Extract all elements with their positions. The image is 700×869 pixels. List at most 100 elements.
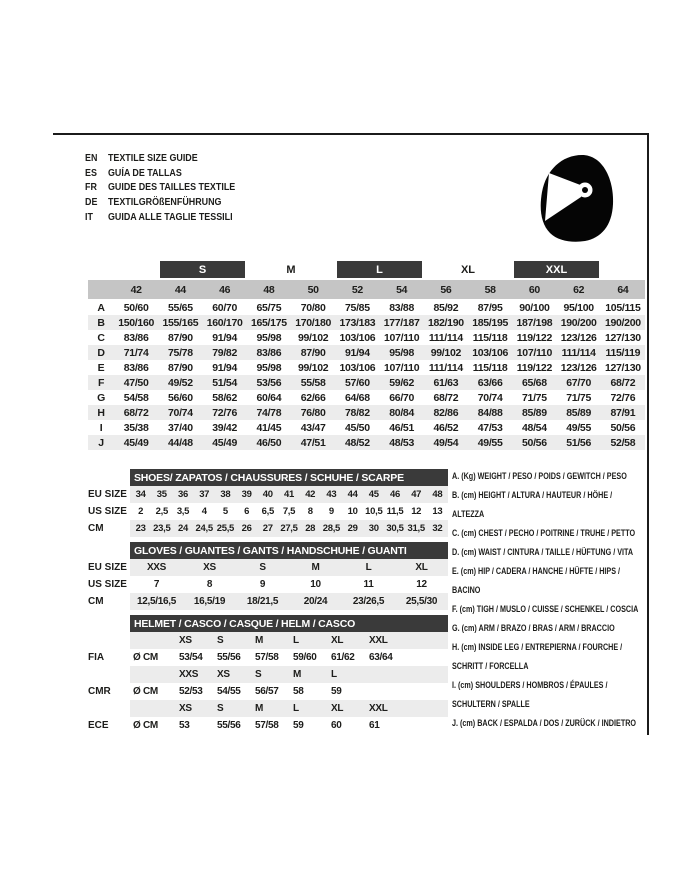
gloves_table-content: GLOVES / GUANTES / GANTS / HANDSCHUHE / … bbox=[130, 542, 448, 610]
value-cell: 2,5 bbox=[155, 506, 169, 517]
guide-title: TEXTILE SIZE GUIDE bbox=[107, 152, 198, 165]
measure-cell: 68/72 bbox=[610, 376, 636, 389]
row-letter: I bbox=[99, 421, 103, 434]
measure-cell: 75/85 bbox=[344, 301, 370, 314]
value-cell: 29 bbox=[347, 523, 358, 534]
measure-cell: 46/50 bbox=[256, 436, 282, 449]
measure-cell: 170/180 bbox=[295, 316, 332, 329]
value-cell: 39 bbox=[241, 489, 252, 500]
guide-title: TEXTILGRÖßENFÜHRUNG bbox=[107, 196, 222, 209]
table-row: 12,5/16,5 16,5/19 18/21,5 20/24 23/26,5 25,5/… bbox=[130, 593, 448, 610]
measure-cell: 119/122 bbox=[516, 331, 553, 344]
measure-cell: 59/62 bbox=[389, 376, 415, 389]
row-letter: J bbox=[98, 436, 104, 449]
value-cell: 41 bbox=[284, 489, 294, 500]
measure-cell: 45/50 bbox=[344, 421, 370, 434]
size-header-cell: S bbox=[217, 703, 224, 714]
measure-cell: 48/53 bbox=[389, 436, 415, 449]
value-cell: 59 bbox=[293, 720, 304, 731]
measure-cell: 105/115 bbox=[605, 301, 641, 314]
row-letter: E bbox=[97, 361, 105, 374]
measure-cell: 48/54 bbox=[521, 421, 547, 434]
value-cell: 12,5/16,5 bbox=[136, 596, 176, 607]
measure-cell: 87/90 bbox=[167, 361, 193, 374]
language-code: FR bbox=[85, 181, 97, 194]
value-cell: 23,5 bbox=[153, 523, 171, 534]
measure-cell: 99/102 bbox=[297, 361, 329, 374]
table-title: GLOVES / GUANTES / GANTS / HANDSCHUHE / … bbox=[130, 542, 448, 559]
row-label: US SIZE bbox=[88, 579, 127, 590]
value-cell: M bbox=[311, 562, 320, 573]
measure-cell: 39/42 bbox=[212, 421, 238, 434]
measure-cell: 47/53 bbox=[477, 421, 503, 434]
size-band-l: L bbox=[337, 261, 422, 278]
measure-cell: 123/126 bbox=[560, 361, 597, 374]
measure-cell: 55/58 bbox=[300, 376, 326, 389]
measure-cell: 50/56 bbox=[610, 421, 636, 434]
measure-cell: 155/165 bbox=[162, 316, 199, 329]
size-header-cell: M bbox=[255, 635, 264, 646]
measure-cell: 50/56 bbox=[521, 436, 547, 449]
size-band-s: S bbox=[160, 261, 245, 278]
language-row: IT GUIDA ALLE TAGLIE TESSILI bbox=[85, 209, 235, 224]
label-spacer bbox=[88, 542, 130, 559]
measure-cell: 60/70 bbox=[212, 301, 238, 314]
helmet-icon bbox=[540, 155, 614, 242]
measure-cell: 85/89 bbox=[521, 406, 547, 419]
table-title: HELMET / CASCO / CASQUE / HELM / CASCO bbox=[130, 615, 448, 632]
value-cell: 11,5 bbox=[386, 506, 404, 517]
measure-cell: 83/86 bbox=[123, 331, 149, 344]
size-header-cell: S bbox=[217, 635, 224, 646]
value-cell: 9 bbox=[259, 579, 266, 590]
language-row: DE TEXTILGRÖßENFÜHRUNG bbox=[85, 195, 235, 210]
value-cell: 16,5/19 bbox=[193, 596, 226, 607]
value-cell: 48 bbox=[432, 489, 443, 500]
measurement-legend: A. (Kg) WEIGHT / PESO / POIDS / GEWITCH … bbox=[452, 467, 646, 733]
value-cell: 6,5 bbox=[261, 506, 275, 517]
value-cell: 61 bbox=[369, 720, 380, 731]
value-cell: 59/60 bbox=[293, 652, 317, 663]
value-cell: 60 bbox=[331, 720, 342, 731]
row-letter: G bbox=[97, 391, 105, 404]
value-cell: 38 bbox=[220, 489, 231, 500]
size-header-cell: 50 bbox=[307, 283, 319, 296]
measure-cell: 47/50 bbox=[123, 376, 149, 389]
value-cell: 56/57 bbox=[255, 686, 279, 697]
size-header-cell: XXL bbox=[369, 635, 388, 646]
legend-item: D. (cm) WAIST / CINTURA / TAILLE / HÜFTU… bbox=[452, 547, 634, 557]
size-band-row: S M L XL XXL bbox=[88, 261, 645, 278]
measure-cell: 107/110 bbox=[383, 331, 420, 344]
row-letter: F bbox=[97, 376, 105, 389]
helmet_table-content: HELMET / CASCO / CASQUE / HELM / CASCO XS… bbox=[130, 615, 448, 734]
size-header-cell: L bbox=[293, 703, 299, 714]
measure-cell: 70/74 bbox=[477, 391, 503, 404]
measure-cell: 103/106 bbox=[339, 331, 376, 344]
value-cell: 58 bbox=[293, 686, 304, 697]
helmet-value-row: Ø CM 52/53 54/55 56/57 58 59 bbox=[130, 683, 448, 700]
size-header-cell: 52 bbox=[351, 283, 363, 296]
size-header-cell: XS bbox=[179, 635, 192, 646]
measure-cell: 48/52 bbox=[344, 436, 370, 449]
measure-cell: 90/100 bbox=[519, 301, 550, 314]
guide-title: GUIDA ALLE TAGLIE TESSILI bbox=[107, 210, 233, 223]
value-cell: 6 bbox=[244, 506, 250, 517]
shoes_table-row-labels: EU SIZE US SIZE CM bbox=[88, 469, 130, 537]
row-letter: D bbox=[97, 346, 105, 359]
measure-cell: 49/52 bbox=[167, 376, 193, 389]
size-header-cell: XL bbox=[331, 703, 344, 714]
measure-cell: 51/54 bbox=[212, 376, 238, 389]
value-cell: 61/62 bbox=[331, 652, 355, 663]
measure-cell: 45/49 bbox=[123, 436, 149, 449]
value-cell: 53/54 bbox=[179, 652, 203, 663]
size-header-cell: 64 bbox=[617, 283, 629, 296]
language-code: ES bbox=[85, 166, 97, 179]
content-frame bbox=[53, 133, 649, 735]
measure-cell: 44/48 bbox=[167, 436, 193, 449]
measure-cell: 95/100 bbox=[563, 301, 594, 314]
measure-cell: 37/40 bbox=[167, 421, 193, 434]
measure-cell: 87/90 bbox=[300, 346, 326, 359]
measure-cell: 173/183 bbox=[339, 316, 376, 329]
measure-cell: 79/82 bbox=[212, 346, 238, 359]
value-cell: 13 bbox=[432, 506, 443, 517]
measure-cell: 127/130 bbox=[604, 331, 641, 344]
